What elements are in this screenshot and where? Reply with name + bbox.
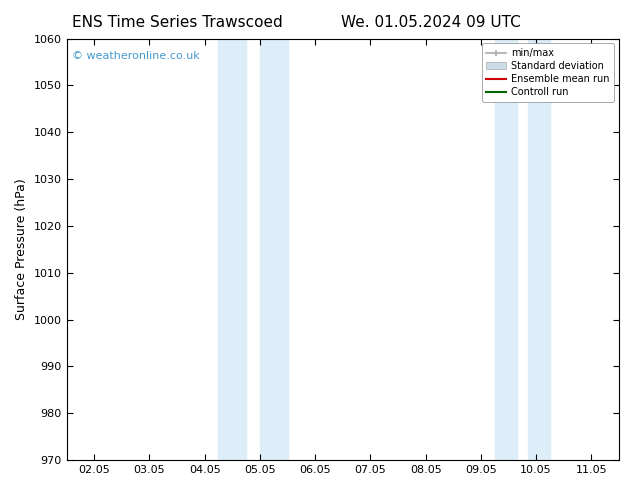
Bar <box>219 39 246 460</box>
Bar <box>528 39 550 460</box>
Y-axis label: Surface Pressure (hPa): Surface Pressure (hPa) <box>15 178 28 320</box>
Bar <box>495 39 517 460</box>
Text: ENS Time Series Trawscoed: ENS Time Series Trawscoed <box>72 15 283 30</box>
Text: © weatheronline.co.uk: © weatheronline.co.uk <box>72 51 200 61</box>
Text: We. 01.05.2024 09 UTC: We. 01.05.2024 09 UTC <box>341 15 521 30</box>
Legend: min/max, Standard deviation, Ensemble mean run, Controll run: min/max, Standard deviation, Ensemble me… <box>482 44 614 102</box>
Bar <box>260 39 288 460</box>
